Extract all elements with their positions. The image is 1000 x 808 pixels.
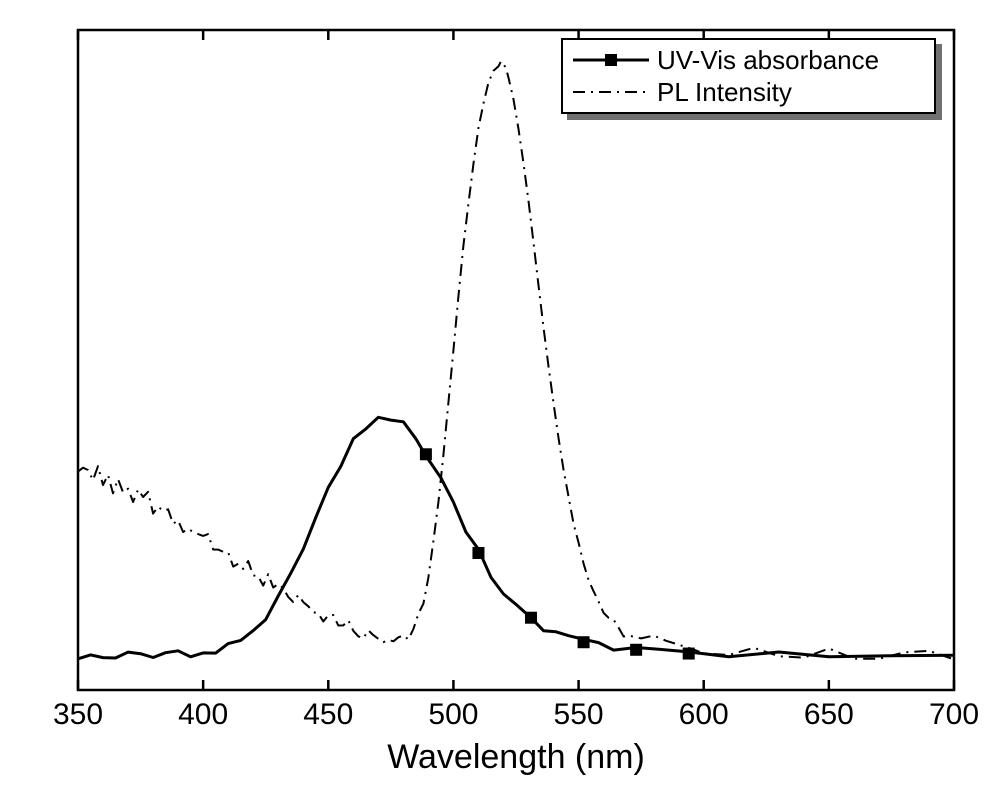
legend-glyph-uvvis: [571, 48, 651, 72]
legend-glyph-pl: [571, 80, 651, 104]
legend-item-pl: PL Intensity: [571, 76, 926, 108]
legend-label-uvvis: UV-Vis absorbance: [657, 45, 879, 76]
x-tick-label: 550: [539, 698, 619, 732]
x-tick-label: 650: [789, 698, 869, 732]
spectra-chart: UV-Vis absorbance PL Intensity Wavelengt…: [0, 0, 1000, 808]
x-axis-label: Wavelength (nm): [78, 738, 954, 777]
legend-item-uvvis: UV-Vis absorbance: [571, 44, 926, 76]
legend-label-pl: PL Intensity: [657, 77, 792, 108]
x-tick-label: 600: [664, 698, 744, 732]
x-tick-label: 500: [413, 698, 493, 732]
x-tick-label: 450: [288, 698, 368, 732]
legend: UV-Vis absorbance PL Intensity: [561, 38, 936, 114]
x-tick-label: 700: [914, 698, 994, 732]
plot-svg: [0, 0, 1000, 808]
x-tick-label: 400: [163, 698, 243, 732]
x-tick-label: 350: [38, 698, 118, 732]
